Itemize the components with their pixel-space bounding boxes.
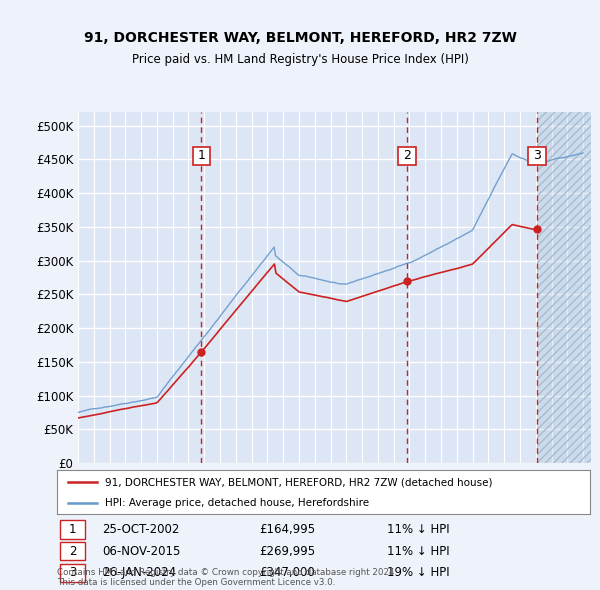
Text: 19% ↓ HPI: 19% ↓ HPI: [388, 566, 450, 579]
FancyBboxPatch shape: [59, 542, 85, 560]
Text: £164,995: £164,995: [259, 523, 316, 536]
Text: 1: 1: [69, 523, 76, 536]
FancyBboxPatch shape: [59, 564, 85, 582]
FancyBboxPatch shape: [398, 146, 416, 165]
Text: 91, DORCHESTER WAY, BELMONT, HEREFORD, HR2 7ZW: 91, DORCHESTER WAY, BELMONT, HEREFORD, H…: [83, 31, 517, 45]
Text: 3: 3: [69, 566, 76, 579]
Text: 91, DORCHESTER WAY, BELMONT, HEREFORD, HR2 7ZW (detached house): 91, DORCHESTER WAY, BELMONT, HEREFORD, H…: [105, 477, 493, 487]
Text: Price paid vs. HM Land Registry's House Price Index (HPI): Price paid vs. HM Land Registry's House …: [131, 53, 469, 65]
Bar: [537, 112, 591, 463]
Text: 25-OCT-2002: 25-OCT-2002: [102, 523, 179, 536]
Text: 06-NOV-2015: 06-NOV-2015: [102, 545, 181, 558]
Text: 11% ↓ HPI: 11% ↓ HPI: [388, 545, 450, 558]
FancyBboxPatch shape: [59, 520, 85, 539]
Text: 2: 2: [403, 149, 411, 162]
Text: 1: 1: [197, 149, 205, 162]
Text: £269,995: £269,995: [259, 545, 316, 558]
Text: £347,000: £347,000: [259, 566, 315, 579]
Text: 2: 2: [69, 545, 76, 558]
FancyBboxPatch shape: [193, 146, 210, 165]
FancyBboxPatch shape: [528, 146, 545, 165]
Text: 3: 3: [533, 149, 541, 162]
Text: Contains HM Land Registry data © Crown copyright and database right 2024.
This d: Contains HM Land Registry data © Crown c…: [57, 568, 397, 587]
Text: 11% ↓ HPI: 11% ↓ HPI: [388, 523, 450, 536]
Text: 26-JAN-2024: 26-JAN-2024: [102, 566, 176, 579]
Text: HPI: Average price, detached house, Herefordshire: HPI: Average price, detached house, Here…: [105, 497, 369, 507]
